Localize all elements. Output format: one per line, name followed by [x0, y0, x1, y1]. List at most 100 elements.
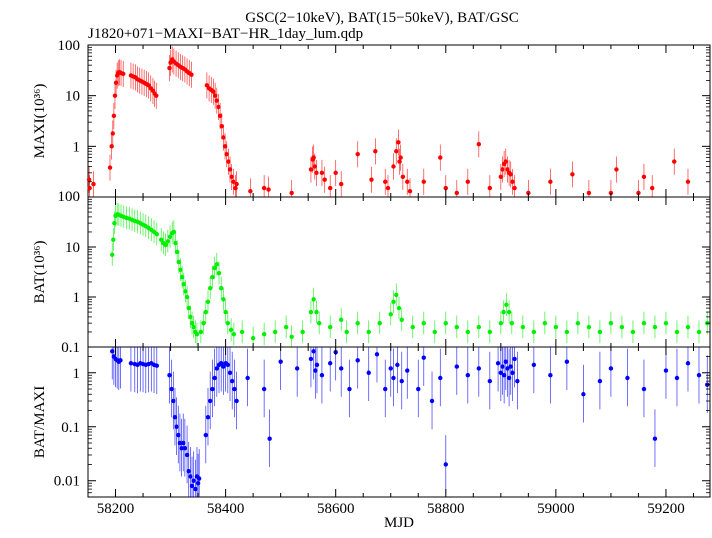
maxi-panel-point [641, 174, 647, 180]
maxi-panel-point [510, 179, 515, 184]
maxi-panel-point [465, 179, 471, 184]
bat-panel-point [110, 252, 115, 257]
maxi-panel-point [421, 179, 426, 184]
maxi-panel-point [222, 144, 228, 149]
bat-panel-point [221, 297, 226, 302]
ratio-panel-point [399, 378, 404, 384]
maxi-panel-point [231, 179, 236, 184]
bat-panel-point [231, 332, 237, 337]
ratio-panel-point [203, 432, 208, 438]
bat-panel-point [421, 320, 426, 326]
maxi-panel-point [327, 185, 333, 191]
maxi-panel-point [91, 181, 96, 187]
ratio-panel-point [443, 462, 448, 467]
ratio-panel-point [188, 474, 193, 479]
maxi-panel-point [314, 170, 319, 176]
bat-panel-point [432, 329, 437, 335]
maxi-panel-point [369, 177, 374, 182]
bat-panel-point [476, 324, 482, 330]
bat-panel-point [564, 329, 570, 335]
x-tick-label: 58800 [427, 501, 465, 517]
maxi-panel-point [487, 185, 493, 191]
maxi-panel-point [608, 190, 614, 196]
bat-panel-point [239, 329, 245, 335]
bat-panel-point [663, 320, 669, 326]
ratio-panel-point [205, 415, 211, 420]
ratio-panel-point [608, 366, 614, 371]
ratio-panel-point [195, 481, 201, 486]
bat-panel-point [261, 332, 267, 337]
ratio-panel-point [564, 359, 570, 364]
ratio-panel-point [177, 440, 183, 446]
ratio-panel-point [261, 386, 267, 392]
maxi-panel-point [400, 174, 406, 180]
maxi-panel-point [614, 167, 619, 172]
maxi-panel-point [109, 144, 114, 149]
chart-title: GSC(2−10keV), BAT(15−50keV), BAT/GSC [245, 10, 519, 26]
ratio-panel-point [515, 378, 520, 384]
maxi-panel-point [189, 72, 194, 77]
maxi-panel: 100 10 1 MAXI(10³⁶) 100 [32, 38, 711, 205]
maxi-panel-point [397, 159, 402, 164]
ratio-panel-point [366, 370, 371, 375]
maxi-panel-point [87, 185, 92, 191]
ratio-panel-point [503, 359, 508, 364]
bat-panel-point [300, 329, 305, 335]
ratio-panel-point [110, 349, 115, 354]
ratio-panel-point [347, 386, 352, 392]
ratio-panel-point [500, 364, 505, 369]
x-tick-label: 58600 [317, 501, 355, 517]
bat-panel-point [396, 305, 402, 311]
ratio-panel-point [374, 352, 380, 357]
ratio-panel: 1 0.1 0.01 BAT/MAXI 58200 58400 58600 58800 59… [32, 346, 711, 531]
maxi-panel-point [508, 172, 513, 177]
bat-panel-point [501, 309, 506, 315]
bat-panel-point [506, 309, 512, 315]
ratio-panel-point [278, 359, 283, 364]
bat-panel-point [355, 320, 360, 326]
ratio-panel-ytick-label: 1 [73, 366, 81, 382]
bat-panel-point [210, 274, 215, 280]
bat-panel-point [509, 320, 515, 326]
bat-panel-point [520, 324, 526, 330]
maxi-bottom-label: 100 [58, 189, 81, 205]
ratio-panel-point [512, 356, 517, 362]
maxi-panel-point [224, 151, 229, 157]
maxi-panel-point [405, 179, 410, 184]
bat-panel-point [191, 324, 196, 330]
bat-panel-point [272, 329, 278, 335]
maxi-panel-point [154, 93, 159, 98]
ratio-panel-point [171, 398, 176, 404]
bat-panel-point [203, 309, 208, 315]
bat-panel-point [652, 324, 658, 330]
bat-panel-point [314, 309, 319, 315]
bat-panel-point [219, 285, 224, 291]
ratio-panel-point [221, 364, 226, 369]
maxi-panel-point [570, 172, 575, 177]
maxi-y-axis-label: MAXI(10³⁶) [32, 84, 48, 159]
maxi-panel-point [219, 123, 224, 129]
bat-panel-point [674, 329, 680, 335]
bat-panel-point [112, 220, 117, 226]
ratio-panel-point [454, 364, 459, 369]
x-tick-label: 58400 [207, 501, 245, 517]
bat-panel-point [465, 329, 471, 335]
bat-panel-point [184, 294, 190, 300]
maxi-panel-point [391, 164, 396, 169]
ratio-panel-point [196, 476, 202, 481]
maxi-panel-point [636, 190, 641, 196]
maxi-panel-point [586, 190, 592, 196]
maxi-panel-point [548, 179, 553, 184]
x-tick-label: 59000 [537, 501, 575, 517]
ratio-panel-point [641, 386, 647, 392]
ratio-panel-point [388, 366, 393, 371]
bat-panel-ytick-label: 1 [73, 290, 81, 306]
bat-panel-point [181, 282, 186, 287]
ratio-panel-point [319, 373, 325, 378]
bat-panel-point [186, 305, 191, 311]
ratio-panel-point [313, 368, 318, 373]
maxi-panel-point [226, 159, 231, 164]
maxi-panel-point [214, 98, 220, 103]
ratio-panel-point [210, 386, 215, 392]
